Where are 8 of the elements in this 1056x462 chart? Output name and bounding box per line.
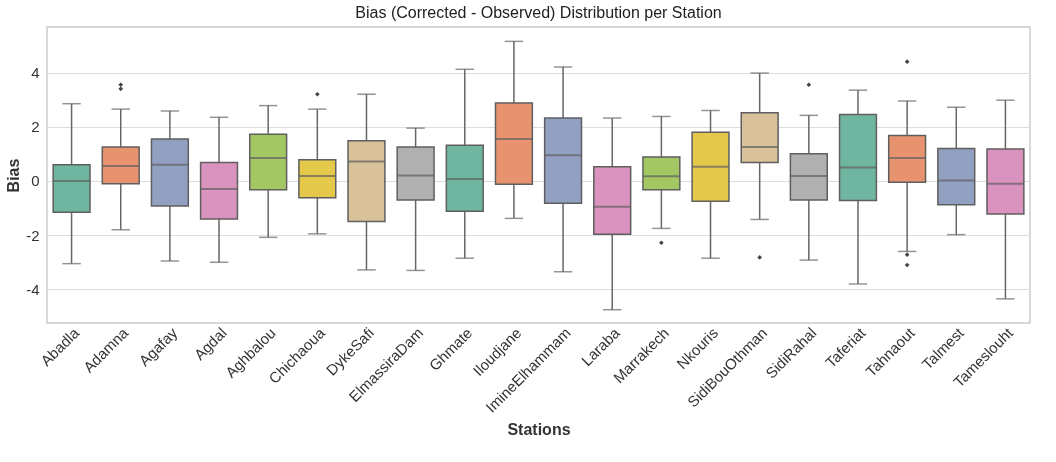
y-tick-label: -2 [26, 226, 40, 244]
y-tick-label: 2 [31, 118, 40, 136]
y-tick-label: 4 [31, 64, 40, 82]
chart-title: Bias (Corrected - Observed) Distribution per Station [355, 4, 722, 21]
y-tick-label: 0 [31, 172, 40, 190]
x-axis-title: Stations [507, 420, 571, 438]
y-axis-title: Bias [5, 158, 23, 193]
y-tick-label: -4 [26, 280, 40, 298]
